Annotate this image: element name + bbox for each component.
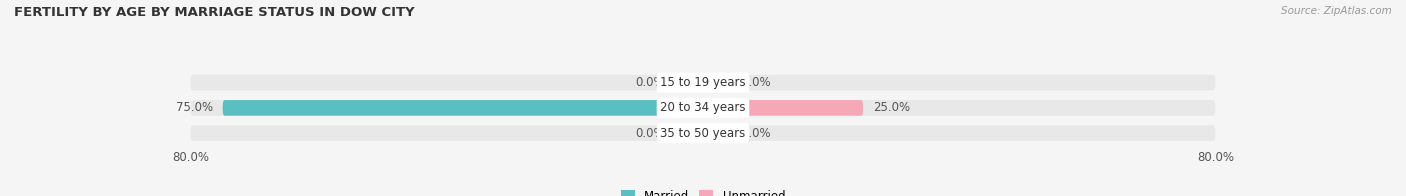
FancyBboxPatch shape [703,100,863,116]
Text: 75.0%: 75.0% [176,101,214,114]
Text: 0.0%: 0.0% [636,76,665,89]
Text: 35 to 50 years: 35 to 50 years [661,127,745,140]
FancyBboxPatch shape [675,75,703,91]
Text: Source: ZipAtlas.com: Source: ZipAtlas.com [1281,6,1392,16]
FancyBboxPatch shape [675,125,703,141]
Text: 0.0%: 0.0% [636,127,665,140]
Text: 25.0%: 25.0% [873,101,910,114]
Text: 20 to 34 years: 20 to 34 years [661,101,745,114]
Text: FERTILITY BY AGE BY MARRIAGE STATUS IN DOW CITY: FERTILITY BY AGE BY MARRIAGE STATUS IN D… [14,6,415,19]
FancyBboxPatch shape [191,125,1215,141]
FancyBboxPatch shape [191,75,1215,91]
FancyBboxPatch shape [703,75,731,91]
Text: 0.0%: 0.0% [741,127,770,140]
Text: 0.0%: 0.0% [741,76,770,89]
Text: 15 to 19 years: 15 to 19 years [661,76,745,89]
FancyBboxPatch shape [222,100,703,116]
FancyBboxPatch shape [703,125,731,141]
Legend: Married, Unmarried: Married, Unmarried [616,185,790,196]
FancyBboxPatch shape [191,100,1215,116]
